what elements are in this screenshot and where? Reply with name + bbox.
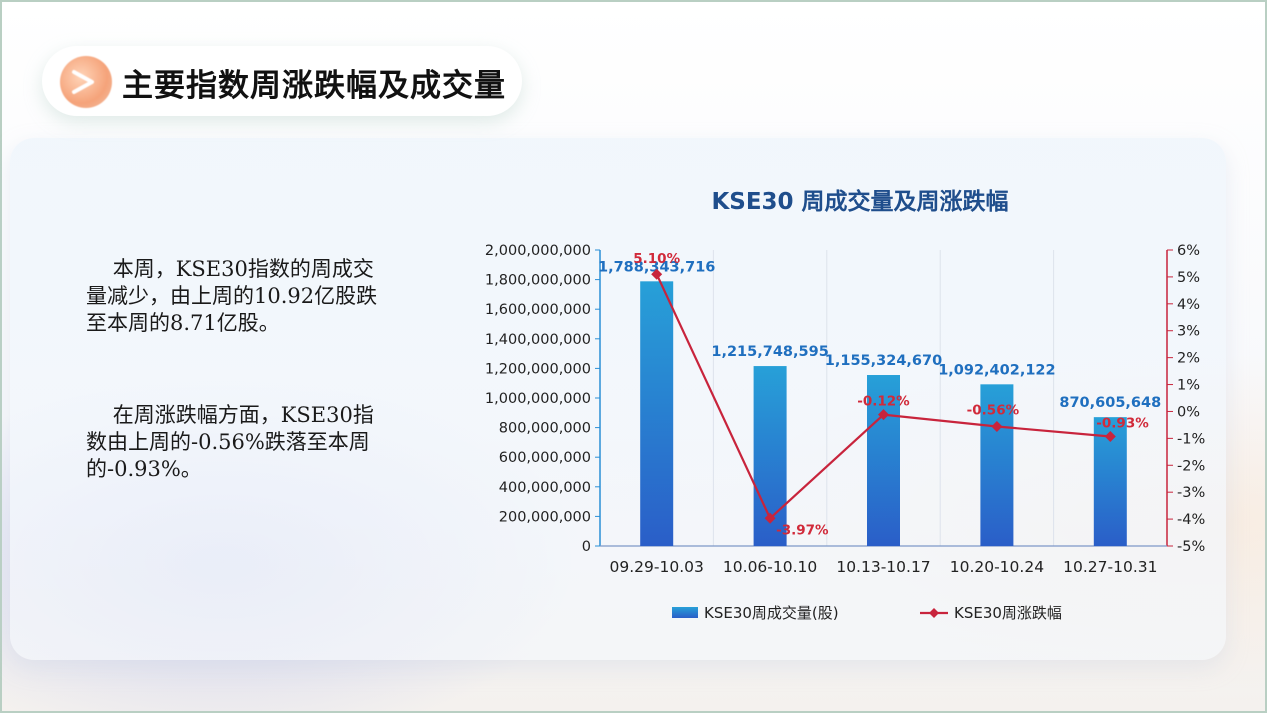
x-axis-tick-label: 10.06-10.10 (723, 558, 817, 576)
volume-data-label: 1,215,748,595 (711, 344, 828, 360)
x-axis-tick-label: 10.27-10.31 (1063, 558, 1157, 576)
title-pill (42, 46, 522, 116)
left-axis-tick-label: 1,000,000,000 (485, 391, 591, 407)
change-point (764, 512, 776, 524)
paragraph-line: 数由上周的-0.56%跌落至本周 (86, 430, 370, 454)
volume-data-label: 1,155,324,670 (825, 353, 942, 369)
chart-title: KSE30 周成交量及周涨跌幅 (711, 189, 1009, 215)
left-axis-tick-label: 0 (582, 539, 591, 555)
chart-card (10, 138, 1226, 660)
paragraph-volume: 本周，KSE30指数的周成交 量减少，由上周的10.92亿股跌 至本周的8.71… (86, 256, 446, 337)
right-axis-tick-label: 1% (1177, 378, 1200, 394)
paragraph-line: 量减少，由上周的10.92亿股跌 (86, 284, 378, 308)
change-point (878, 409, 889, 421)
left-axis-tick-label: 2,000,000,000 (485, 243, 591, 259)
x-axis-tick-label: 10.13-10.17 (836, 558, 930, 576)
change-point (991, 421, 1003, 433)
chevron-right-icon (60, 56, 112, 108)
left-axis-tick-label: 600,000,000 (499, 450, 591, 466)
x-axis-tick-label: 10.20-10.24 (950, 558, 1044, 576)
left-axis-tick-label: 800,000,000 (499, 421, 591, 437)
volume-data-label: 870,605,648 (1059, 395, 1161, 411)
paragraph-line: 的-0.93%。 (86, 457, 202, 481)
right-axis-tick-label: -5% (1177, 539, 1205, 555)
right-axis-tick-label: -4% (1177, 512, 1205, 528)
right-axis-tick-label: 0% (1177, 404, 1200, 420)
volume-bar (980, 384, 1014, 546)
volume-bar (867, 375, 900, 546)
left-axis-tick-label: 1,400,000,000 (485, 332, 591, 348)
left-axis-tick-label: 400,000,000 (499, 480, 591, 496)
right-axis-tick-label: -2% (1177, 458, 1205, 474)
change-point (1104, 430, 1116, 442)
paragraph-line: 至本周的8.71亿股。 (86, 311, 280, 335)
right-axis-tick-label: 5% (1177, 270, 1200, 286)
change-data-label: -0.93% (1096, 415, 1149, 431)
change-point (651, 268, 663, 280)
left-axis-tick-label: 200,000,000 (499, 509, 591, 525)
combo-chart: 0 200,000,000 400,000,000 600,000,000 800,00… (485, 243, 1205, 622)
change-data-label: -3.97% (776, 522, 829, 538)
volume-bar (640, 281, 674, 546)
right-axis-tick-label: 6% (1177, 243, 1200, 259)
right-axis-tick-label: -3% (1177, 485, 1205, 501)
volume-data-label: 1,788,343,716 (598, 259, 715, 275)
paragraph-line: 本周，KSE30指数的周成交 (86, 257, 374, 281)
change-data-label: -0.12% (857, 394, 910, 410)
legend-bar-label: KSE30周成交量(股) (704, 604, 839, 622)
x-axis-tick-label: 09.29-10.03 (610, 558, 704, 576)
right-axis-tick-label: 4% (1177, 297, 1200, 313)
left-axis-tick-label: 1,800,000,000 (485, 273, 591, 289)
left-axis-tick-label: 1,600,000,000 (485, 302, 591, 318)
right-axis-tick-label: -1% (1177, 431, 1205, 447)
paragraph-change: 在周涨跌幅方面，KSE30指 数由上周的-0.56%跌落至本周 的-0.93%。 (86, 402, 446, 483)
page-title: 主要指数周涨跌幅及成交量 (122, 68, 506, 104)
change-data-label: 5.10% (633, 251, 680, 267)
legend-bar-swatch (672, 607, 698, 618)
change-data-label: -0.56% (967, 403, 1020, 419)
left-axis-tick-label: 1,200,000,000 (485, 361, 591, 377)
legend-line-marker (929, 608, 939, 618)
right-axis-tick-label: 2% (1177, 351, 1200, 367)
legend-line-label: KSE30周涨跌幅 (954, 604, 1062, 622)
volume-data-label: 1,092,402,122 (938, 362, 1055, 378)
paragraph-line: 在周涨跌幅方面，KSE30指 (86, 403, 374, 427)
right-axis-tick-label: 3% (1177, 324, 1200, 340)
